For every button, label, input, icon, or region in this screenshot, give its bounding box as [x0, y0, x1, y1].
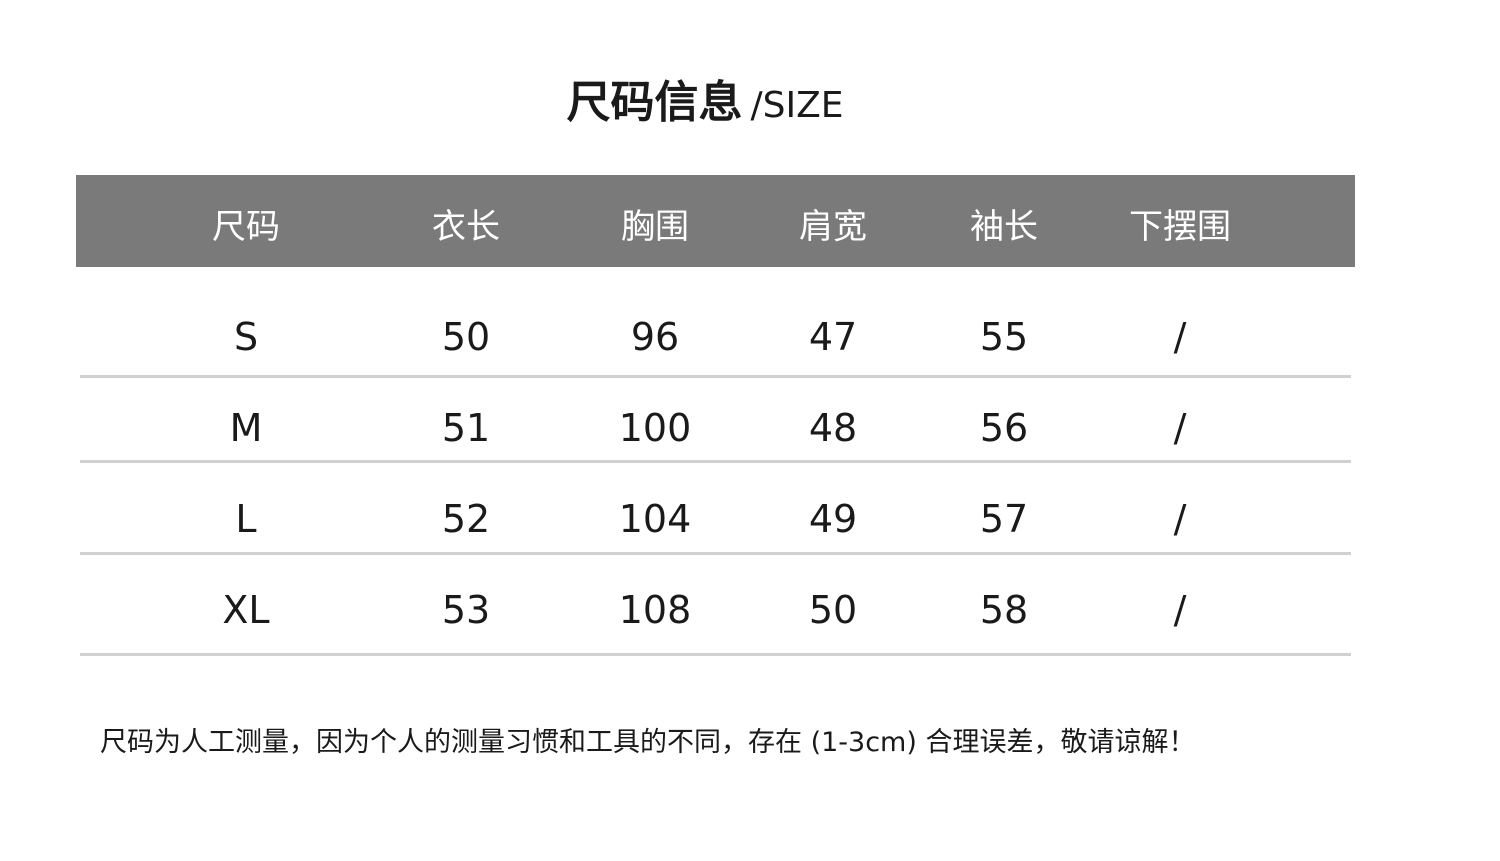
table-cell: 51 [441, 406, 491, 450]
header-hem: 下摆围 [1129, 207, 1231, 247]
measurement-note: 尺码为人工测量，因为个人的测量习惯和工具的不同，存在 (1-3cm) 合理误差，… [100, 727, 1196, 758]
title-zh: 尺码信息 [566, 77, 743, 128]
header-length: 衣长 [432, 207, 500, 247]
table-cell: / [1173, 588, 1187, 632]
table-cell: M [229, 406, 263, 450]
table-cell: / [1173, 406, 1187, 450]
page-title: 尺码信息/SIZE [0, 66, 1410, 130]
header-sleeve: 袖长 [970, 207, 1038, 247]
table-cell: / [1173, 497, 1187, 541]
table-cell: 53 [441, 588, 491, 632]
row-divider [80, 460, 1351, 463]
table-cell: 50 [441, 315, 491, 359]
title-en: /SIZE [750, 85, 844, 126]
row-divider [80, 653, 1351, 656]
table-cell: 100 [618, 406, 692, 450]
table-row: M 51 100 48 56 / [0, 398, 1500, 458]
header-shoulder: 肩宽 [799, 207, 867, 247]
table-cell: L [235, 497, 257, 541]
table-cell: 55 [979, 315, 1029, 359]
table-cell: 52 [441, 497, 491, 541]
table-cell: 47 [808, 315, 858, 359]
table-cell: 50 [808, 588, 858, 632]
table-cell: 104 [618, 497, 692, 541]
table-cell: 48 [808, 406, 858, 450]
table-cell: 56 [979, 406, 1029, 450]
table-row: XL 53 108 50 58 / [0, 580, 1500, 640]
table-row: S 50 96 47 55 / [0, 307, 1500, 367]
table-cell: 96 [630, 315, 680, 359]
table-row: L 52 104 49 57 / [0, 489, 1500, 549]
table-cell: 49 [808, 497, 858, 541]
row-divider [80, 375, 1351, 378]
header-chest: 胸围 [621, 207, 689, 247]
row-divider [80, 552, 1351, 555]
header-size: 尺码 [212, 207, 280, 247]
table-cell: / [1173, 315, 1187, 359]
table-cell: S [233, 315, 259, 359]
table-cell: 57 [979, 497, 1029, 541]
table-header: 尺码 衣长 胸围 肩宽 袖长 下摆围 [76, 175, 1355, 267]
table-cell: 58 [979, 588, 1029, 632]
table-cell: 108 [618, 588, 692, 632]
table-cell: XL [222, 588, 270, 632]
